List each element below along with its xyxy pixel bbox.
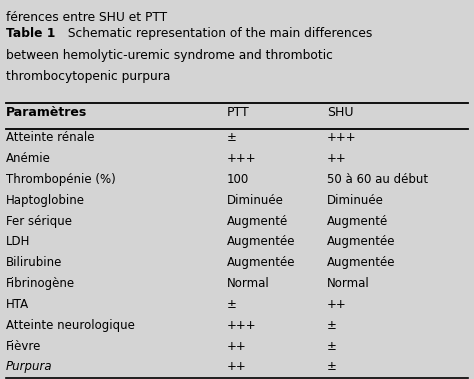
Text: Atteinte neurologique: Atteinte neurologique bbox=[6, 319, 135, 332]
Text: ++: ++ bbox=[327, 152, 347, 165]
Text: Fer sérique: Fer sérique bbox=[6, 215, 72, 227]
Text: +++: +++ bbox=[327, 131, 356, 144]
Text: PTT: PTT bbox=[227, 106, 249, 119]
Text: Diminuée: Diminuée bbox=[227, 194, 283, 207]
Text: Paramètres: Paramètres bbox=[6, 106, 87, 119]
Text: ++: ++ bbox=[327, 298, 347, 311]
Text: ±: ± bbox=[227, 131, 237, 144]
Text: +++: +++ bbox=[227, 152, 256, 165]
Text: Schematic representation of the main differences: Schematic representation of the main dif… bbox=[64, 27, 373, 39]
Text: ±: ± bbox=[327, 340, 337, 352]
Text: thrombocytopenic purpura: thrombocytopenic purpura bbox=[6, 70, 170, 83]
Text: Table 1: Table 1 bbox=[6, 27, 55, 39]
Text: ++: ++ bbox=[227, 340, 246, 352]
Text: Bilirubine: Bilirubine bbox=[6, 256, 62, 269]
Text: ±: ± bbox=[327, 319, 337, 332]
Text: Thrombopénie (%): Thrombopénie (%) bbox=[6, 173, 116, 186]
Text: Augmentée: Augmentée bbox=[227, 235, 295, 248]
Text: 50 à 60 au début: 50 à 60 au début bbox=[327, 173, 428, 186]
Text: Fièvre: Fièvre bbox=[6, 340, 41, 352]
Text: férences entre SHU et PTT: férences entre SHU et PTT bbox=[6, 11, 167, 23]
Text: Augmentée: Augmentée bbox=[227, 256, 295, 269]
Text: ++: ++ bbox=[227, 360, 246, 373]
Text: Normal: Normal bbox=[327, 277, 370, 290]
Text: LDH: LDH bbox=[6, 235, 30, 248]
Text: Atteinte rénale: Atteinte rénale bbox=[6, 131, 94, 144]
Text: Fibrinogène: Fibrinogène bbox=[6, 277, 75, 290]
Text: Purpura: Purpura bbox=[6, 360, 52, 373]
Text: Augmenté: Augmenté bbox=[227, 215, 288, 227]
Text: ±: ± bbox=[227, 298, 237, 311]
Text: Augmenté: Augmenté bbox=[327, 215, 388, 227]
Text: ±: ± bbox=[327, 360, 337, 373]
Text: HTA: HTA bbox=[6, 298, 29, 311]
Text: between hemolytic-uremic syndrome and thrombotic: between hemolytic-uremic syndrome and th… bbox=[6, 49, 333, 61]
Text: Augmentée: Augmentée bbox=[327, 256, 396, 269]
Text: Augmentée: Augmentée bbox=[327, 235, 396, 248]
Text: +++: +++ bbox=[227, 319, 256, 332]
Text: 100: 100 bbox=[227, 173, 249, 186]
Text: Diminuée: Diminuée bbox=[327, 194, 384, 207]
Text: SHU: SHU bbox=[327, 106, 354, 119]
Text: Anémie: Anémie bbox=[6, 152, 51, 165]
Text: Haptoglobine: Haptoglobine bbox=[6, 194, 85, 207]
Text: Normal: Normal bbox=[227, 277, 269, 290]
